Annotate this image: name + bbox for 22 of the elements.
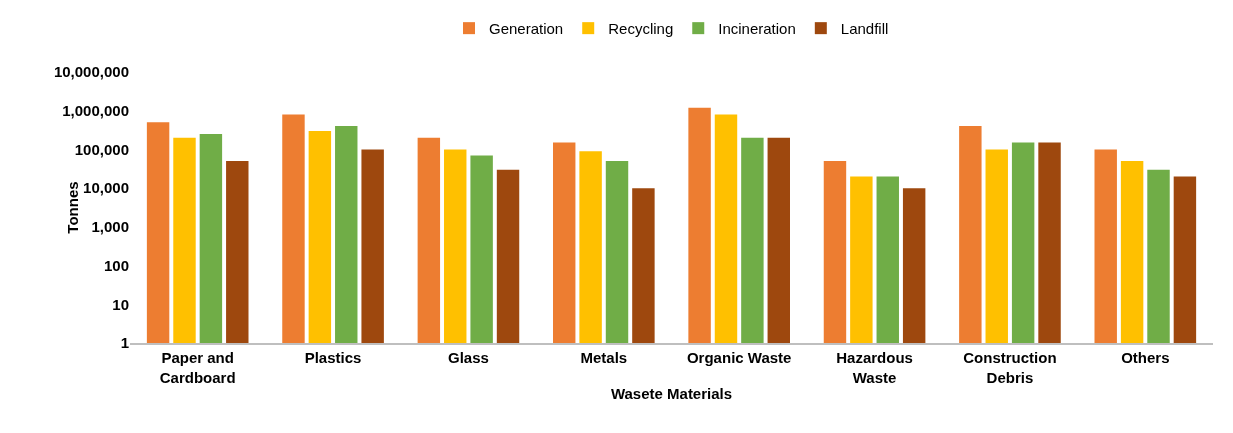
x-tick-label: Construction Debris	[963, 349, 1057, 386]
x-tick-label: Glass	[448, 349, 489, 366]
y-tick-label: 1,000	[91, 218, 129, 236]
y-tick-label: 10,000,000	[53, 63, 129, 81]
y-tick-label: 1,000,000	[62, 101, 129, 119]
x-axis-title: Wasete Materials	[610, 385, 733, 402]
legend-label: Landfill	[840, 20, 889, 37]
y-tick-label: 1	[120, 334, 129, 352]
y-tick-label: 10	[112, 295, 129, 313]
x-tick-label: Plastics	[304, 349, 362, 366]
legend-label: Generation	[489, 20, 564, 37]
x-tick-label: Hazardous Waste	[836, 349, 913, 386]
y-tick-label: 100	[103, 256, 129, 274]
y-axis-title: Tonnes	[64, 181, 82, 234]
legend-label: Recycling	[608, 20, 674, 37]
legend-label: Incineration	[718, 20, 796, 37]
y-tick-label: 100,000	[74, 140, 129, 158]
y-tick-label: 10,000	[83, 179, 129, 197]
x-tick-label: Paper and Cardboard	[159, 349, 236, 386]
x-tick-label: Organic Waste	[686, 349, 792, 366]
x-tick-label: Others	[1121, 349, 1170, 366]
x-tick-label: Metals	[580, 349, 628, 366]
